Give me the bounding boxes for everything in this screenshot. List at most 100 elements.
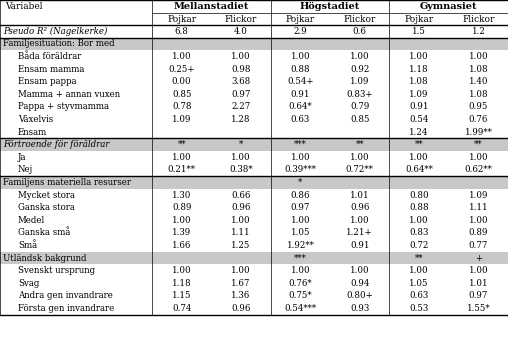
- Text: 1.11: 1.11: [468, 203, 488, 212]
- Text: 0.96: 0.96: [350, 203, 369, 212]
- Text: Pappa + styvmamma: Pappa + styvmamma: [18, 102, 109, 112]
- Text: 0.21**: 0.21**: [168, 165, 196, 175]
- Text: Ensam pappa: Ensam pappa: [18, 77, 77, 86]
- Text: 2.27: 2.27: [231, 102, 250, 112]
- Text: 1.24: 1.24: [409, 128, 429, 136]
- Text: 1.00: 1.00: [409, 153, 429, 162]
- Text: 1.2: 1.2: [471, 27, 485, 36]
- Text: 3.68: 3.68: [231, 77, 250, 86]
- Text: 1.05: 1.05: [409, 279, 429, 288]
- Text: Andra gen invandrare: Andra gen invandrare: [18, 292, 113, 300]
- Text: **: **: [474, 140, 483, 149]
- Text: 1.01: 1.01: [350, 191, 369, 200]
- Text: 1.21+: 1.21+: [346, 228, 373, 237]
- Text: Medel: Medel: [18, 216, 45, 225]
- Text: 1.5: 1.5: [412, 27, 426, 36]
- Text: 1.99**: 1.99**: [464, 128, 492, 136]
- Text: Mellanstadiet: Mellanstadiet: [174, 2, 249, 11]
- Text: Svag: Svag: [18, 279, 40, 288]
- Text: 1.67: 1.67: [231, 279, 250, 288]
- Text: 0.75*: 0.75*: [289, 292, 312, 300]
- Text: 1.01: 1.01: [468, 279, 488, 288]
- Text: Högstadiet: Högstadiet: [300, 2, 360, 11]
- Text: 1.00: 1.00: [350, 153, 369, 162]
- Text: 0.54+: 0.54+: [287, 77, 313, 86]
- Text: 1.00: 1.00: [350, 266, 369, 275]
- Text: 0.6: 0.6: [353, 27, 367, 36]
- Text: 0.53: 0.53: [409, 304, 429, 313]
- Text: 0.89: 0.89: [172, 203, 192, 212]
- Text: 1.09: 1.09: [350, 77, 369, 86]
- Text: 0.39***: 0.39***: [284, 165, 316, 175]
- Text: Ja: Ja: [18, 153, 26, 162]
- Text: 6.8: 6.8: [175, 27, 188, 36]
- Text: Förtroende för föräldrar: Förtroende för föräldrar: [3, 140, 110, 149]
- Text: 1.36: 1.36: [231, 292, 250, 300]
- Text: Flickor: Flickor: [462, 14, 494, 24]
- Bar: [0, 139, 508, 151]
- Text: Gymnasiet: Gymnasiet: [420, 2, 478, 11]
- Text: 0.25+: 0.25+: [169, 65, 195, 73]
- Text: 0.83+: 0.83+: [346, 90, 373, 99]
- Text: 1.18: 1.18: [172, 279, 192, 288]
- Text: 0.91: 0.91: [409, 102, 429, 112]
- Text: 1.00: 1.00: [291, 216, 310, 225]
- Text: 0.88: 0.88: [409, 203, 429, 212]
- Text: 1.09: 1.09: [409, 90, 429, 99]
- Text: 0.66: 0.66: [231, 191, 250, 200]
- Text: 0.00: 0.00: [172, 77, 192, 86]
- Bar: [0, 176, 508, 189]
- Text: 1.15: 1.15: [172, 292, 192, 300]
- Text: +: +: [475, 254, 482, 263]
- Text: 0.80+: 0.80+: [346, 292, 373, 300]
- Text: 0.76: 0.76: [469, 115, 488, 124]
- Text: 1.00: 1.00: [409, 266, 429, 275]
- Text: 0.98: 0.98: [231, 65, 251, 73]
- Text: 1.05: 1.05: [291, 228, 310, 237]
- Text: Första gen invandrare: Första gen invandrare: [18, 304, 114, 313]
- Text: 1.92**: 1.92**: [287, 241, 314, 250]
- Text: 1.18: 1.18: [409, 65, 429, 73]
- Text: 1.00: 1.00: [231, 153, 251, 162]
- Text: 0.79: 0.79: [350, 102, 369, 112]
- Text: 1.00: 1.00: [172, 266, 192, 275]
- Text: Växelvis: Växelvis: [18, 115, 53, 124]
- Text: Flickor: Flickor: [343, 14, 376, 24]
- Text: ***: ***: [294, 140, 307, 149]
- Text: 0.88: 0.88: [291, 65, 310, 73]
- Text: 1.00: 1.00: [350, 216, 369, 225]
- Text: 0.38*: 0.38*: [229, 165, 253, 175]
- Text: 1.28: 1.28: [231, 115, 251, 124]
- Bar: [0, 252, 508, 265]
- Text: Mamma + annan vuxen: Mamma + annan vuxen: [18, 90, 120, 99]
- Text: 1.40: 1.40: [468, 77, 488, 86]
- Text: 1.00: 1.00: [291, 153, 310, 162]
- Text: 0.74: 0.74: [172, 304, 192, 313]
- Text: 2.9: 2.9: [294, 27, 307, 36]
- Text: 1.30: 1.30: [172, 191, 192, 200]
- Text: 0.80: 0.80: [409, 191, 429, 200]
- Text: Pseudo R² (Nagelkerke): Pseudo R² (Nagelkerke): [3, 27, 107, 36]
- Text: 0.96: 0.96: [231, 203, 250, 212]
- Text: Svenskt ursprung: Svenskt ursprung: [18, 266, 95, 275]
- Text: 0.64**: 0.64**: [405, 165, 433, 175]
- Text: Familjesituation: Bor med: Familjesituation: Bor med: [3, 39, 115, 49]
- Text: ***: ***: [294, 254, 307, 263]
- Text: 1.00: 1.00: [409, 216, 429, 225]
- Text: 1.00: 1.00: [231, 52, 251, 61]
- Text: 1.00: 1.00: [409, 52, 429, 61]
- Text: Flickor: Flickor: [225, 14, 257, 24]
- Text: 0.76*: 0.76*: [289, 279, 312, 288]
- Text: 0.54***: 0.54***: [284, 304, 316, 313]
- Text: 0.54: 0.54: [409, 115, 429, 124]
- Text: 1.00: 1.00: [468, 52, 488, 61]
- Text: 0.63: 0.63: [291, 115, 310, 124]
- Text: **: **: [356, 140, 364, 149]
- Text: Båda föräldrar: Båda föräldrar: [18, 52, 81, 61]
- Text: Ensam mamma: Ensam mamma: [18, 65, 84, 73]
- Text: Ensam: Ensam: [18, 128, 47, 136]
- Text: 0.91: 0.91: [291, 90, 310, 99]
- Text: 4.0: 4.0: [234, 27, 248, 36]
- Text: Nej: Nej: [18, 165, 33, 175]
- Text: 0.95: 0.95: [469, 102, 488, 112]
